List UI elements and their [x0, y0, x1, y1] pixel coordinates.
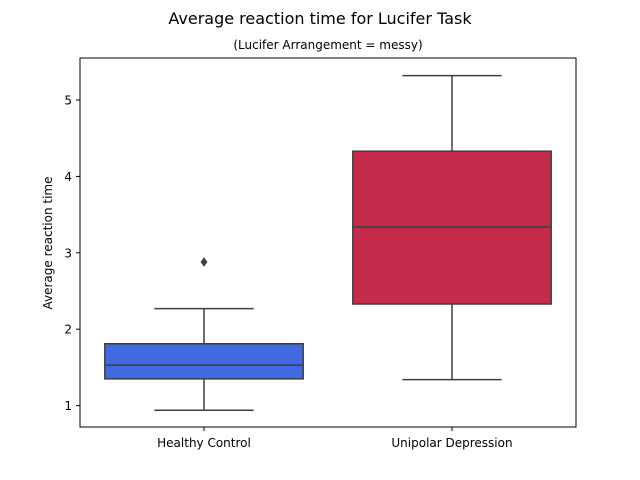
y-tick-label: 1 — [64, 399, 72, 413]
chart-title: Average reaction time for Lucifer Task — [168, 9, 472, 28]
y-axis-label: Average reaction time — [41, 176, 55, 309]
box-healthy-control — [104, 342, 304, 380]
y-tick-label: 3 — [64, 246, 72, 260]
plot-frame — [79, 57, 577, 428]
y-tick-label: 5 — [64, 94, 72, 108]
y-tick-label: 4 — [64, 170, 72, 184]
outlier-point-healthy-control — [200, 257, 208, 267]
chart-subtitle: (Lucifer Arrangement = messy) — [233, 38, 422, 52]
box-unipolar-depression — [352, 150, 552, 305]
x-tick-label: Healthy Control — [157, 436, 251, 450]
y-tick-label: 2 — [64, 323, 72, 337]
plot-area: 1 2 3 4 5 Healthy Control Unipolar Depression — [64, 57, 577, 450]
x-tick-label: Unipolar Depression — [391, 436, 512, 450]
